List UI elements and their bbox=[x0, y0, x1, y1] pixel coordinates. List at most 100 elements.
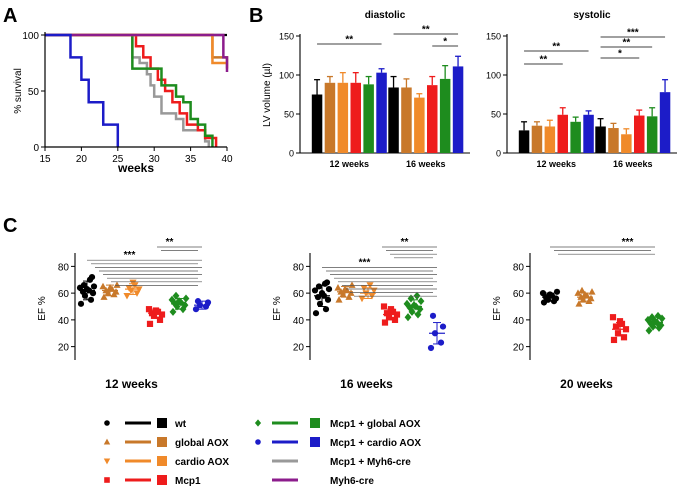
group-label: 16 weeks bbox=[406, 159, 446, 169]
y-tick-label: 150 bbox=[279, 32, 294, 42]
data-point bbox=[168, 295, 176, 304]
y-tick-label: 80 bbox=[58, 262, 70, 273]
legend-label: Mcp1 + Myh6-cre bbox=[330, 457, 411, 468]
data-point bbox=[125, 284, 133, 292]
data-point bbox=[437, 339, 445, 346]
data-point bbox=[620, 334, 628, 341]
survival-curve-6 bbox=[45, 33, 229, 72]
data-point bbox=[439, 323, 447, 330]
y-tick-label: 50 bbox=[28, 87, 40, 98]
legend-swatch bbox=[310, 418, 320, 428]
data-point bbox=[358, 295, 366, 303]
data-point bbox=[172, 291, 180, 300]
data-point bbox=[645, 326, 653, 335]
significance-label: *** bbox=[359, 257, 371, 268]
y-tick-label: 0 bbox=[496, 149, 501, 159]
panel-title: 12 weeks bbox=[105, 377, 158, 391]
data-point bbox=[145, 306, 153, 313]
legend-swatch bbox=[157, 437, 167, 447]
y-axis-title: EF % bbox=[272, 296, 283, 321]
x-tick-label: 30 bbox=[149, 154, 161, 165]
y-tick-label: 100 bbox=[486, 71, 501, 81]
survival-chart: 0 50 100 15 20 25 30 35 40 weeks % survival bbox=[13, 31, 233, 175]
data-point bbox=[173, 302, 181, 311]
x-tick-label: 40 bbox=[221, 154, 233, 165]
bar bbox=[350, 82, 361, 153]
panel-title: systolic bbox=[573, 10, 611, 21]
panel-title: 16 weeks bbox=[340, 377, 393, 391]
data-point bbox=[129, 279, 137, 287]
data-point bbox=[429, 312, 437, 319]
significance-label: * bbox=[443, 37, 447, 48]
significance-label: ** bbox=[552, 42, 560, 53]
data-point bbox=[99, 282, 107, 290]
legend-swatch bbox=[157, 418, 167, 428]
data-point bbox=[574, 289, 582, 296]
panel-letter-a: A bbox=[3, 5, 17, 27]
bar bbox=[324, 82, 336, 153]
data-point bbox=[575, 300, 583, 307]
y-tick-label: 150 bbox=[486, 32, 501, 42]
bar bbox=[621, 134, 632, 153]
data-point bbox=[88, 273, 96, 281]
data-point bbox=[614, 330, 622, 337]
bar bbox=[570, 121, 581, 153]
y-tick-label: 80 bbox=[293, 262, 305, 273]
legend-swatch bbox=[157, 456, 167, 466]
bar bbox=[518, 130, 530, 153]
data-point bbox=[322, 306, 330, 313]
data-point bbox=[588, 288, 596, 295]
data-point bbox=[539, 290, 547, 297]
legend-marker bbox=[104, 477, 110, 483]
y-tick-label: 20 bbox=[513, 343, 525, 354]
bar bbox=[659, 92, 671, 153]
y-tick-label: 20 bbox=[58, 343, 70, 354]
data-point bbox=[80, 282, 88, 289]
data-point bbox=[380, 303, 388, 310]
legend: wt global AOX cardio AOX Mcp1 Mcp1 + global … bbox=[103, 418, 421, 487]
x-tick-label: 15 bbox=[39, 154, 51, 165]
significance-label: ** bbox=[622, 38, 630, 49]
group-label: 16 weeks bbox=[613, 159, 653, 169]
data-point bbox=[414, 310, 422, 319]
y-tick-label: 40 bbox=[293, 316, 305, 327]
y-tick-label: 40 bbox=[58, 316, 70, 327]
legend-marker bbox=[103, 458, 111, 465]
data-point bbox=[311, 287, 319, 294]
bar bbox=[544, 126, 556, 153]
survival-curve-7 bbox=[45, 33, 120, 147]
data-point bbox=[417, 297, 425, 306]
significance-label: *** bbox=[124, 250, 136, 261]
bar bbox=[401, 87, 412, 153]
y-axis-title: LV volume (µl) bbox=[262, 63, 273, 127]
bar bbox=[427, 85, 438, 153]
y-tick-label: 0 bbox=[289, 149, 294, 159]
significance-label: ** bbox=[422, 25, 430, 36]
data-point bbox=[416, 305, 424, 314]
legend-label: Mcp1 + cardio AOX bbox=[330, 438, 421, 449]
data-point bbox=[413, 291, 421, 300]
y-tick-label: 0 bbox=[33, 143, 39, 154]
data-point bbox=[123, 293, 131, 300]
legend-marker bbox=[103, 438, 111, 445]
data-point bbox=[156, 316, 164, 323]
data-point bbox=[406, 303, 414, 312]
y-tick-label: 60 bbox=[293, 289, 305, 300]
bar bbox=[452, 66, 464, 153]
data-point bbox=[90, 283, 98, 290]
bar bbox=[531, 125, 543, 153]
data-point bbox=[348, 281, 356, 288]
bar bbox=[439, 78, 451, 153]
data-point bbox=[113, 281, 121, 288]
y-tick-label: 40 bbox=[513, 316, 525, 327]
data-point bbox=[204, 299, 212, 306]
data-point bbox=[182, 294, 190, 303]
data-point bbox=[427, 344, 435, 352]
x-tick-label: 20 bbox=[76, 154, 88, 165]
y-tick-label: 80 bbox=[513, 262, 525, 273]
bar bbox=[311, 94, 323, 153]
data-point bbox=[383, 310, 391, 317]
bar bbox=[634, 115, 645, 153]
